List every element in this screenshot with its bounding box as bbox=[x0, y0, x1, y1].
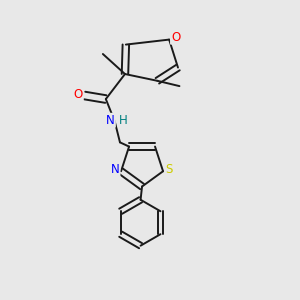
Text: O: O bbox=[171, 31, 180, 44]
Text: H: H bbox=[118, 114, 127, 127]
Text: N: N bbox=[111, 163, 119, 176]
Text: N: N bbox=[106, 114, 115, 127]
Text: S: S bbox=[165, 163, 172, 176]
Text: O: O bbox=[74, 88, 83, 100]
